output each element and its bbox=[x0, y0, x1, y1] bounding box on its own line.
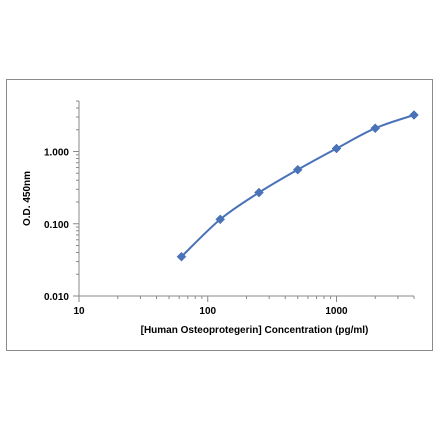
axes bbox=[78, 101, 414, 297]
series-line bbox=[180, 114, 415, 258]
x-tick-label: 1000 bbox=[325, 306, 348, 317]
data-point-marker bbox=[254, 187, 264, 198]
y-tick-label: 0.010 bbox=[44, 292, 69, 303]
ticks bbox=[73, 100, 415, 302]
data-point-marker bbox=[292, 164, 303, 175]
data-point-marker bbox=[409, 110, 419, 120]
y-tick-label: 1.000 bbox=[44, 148, 69, 159]
x-tick-label: 10 bbox=[73, 306, 85, 317]
data-point-marker bbox=[370, 123, 381, 134]
chart-frame bbox=[6, 79, 433, 351]
data-point-marker bbox=[176, 251, 187, 262]
data-point-marker bbox=[215, 214, 226, 225]
series-markers bbox=[176, 110, 419, 262]
x-tick-label: 100 bbox=[199, 306, 216, 317]
x-axis-title: [Human Osteoprotegerin] Concentration (p… bbox=[141, 325, 369, 336]
y-axis-title: O.D. 450nm bbox=[22, 171, 33, 226]
y-tick-label: 0.100 bbox=[44, 220, 69, 231]
data-point-marker bbox=[331, 143, 342, 154]
tick-labels: 10 100 1000 0.010 0.100 1.000 bbox=[44, 148, 348, 317]
